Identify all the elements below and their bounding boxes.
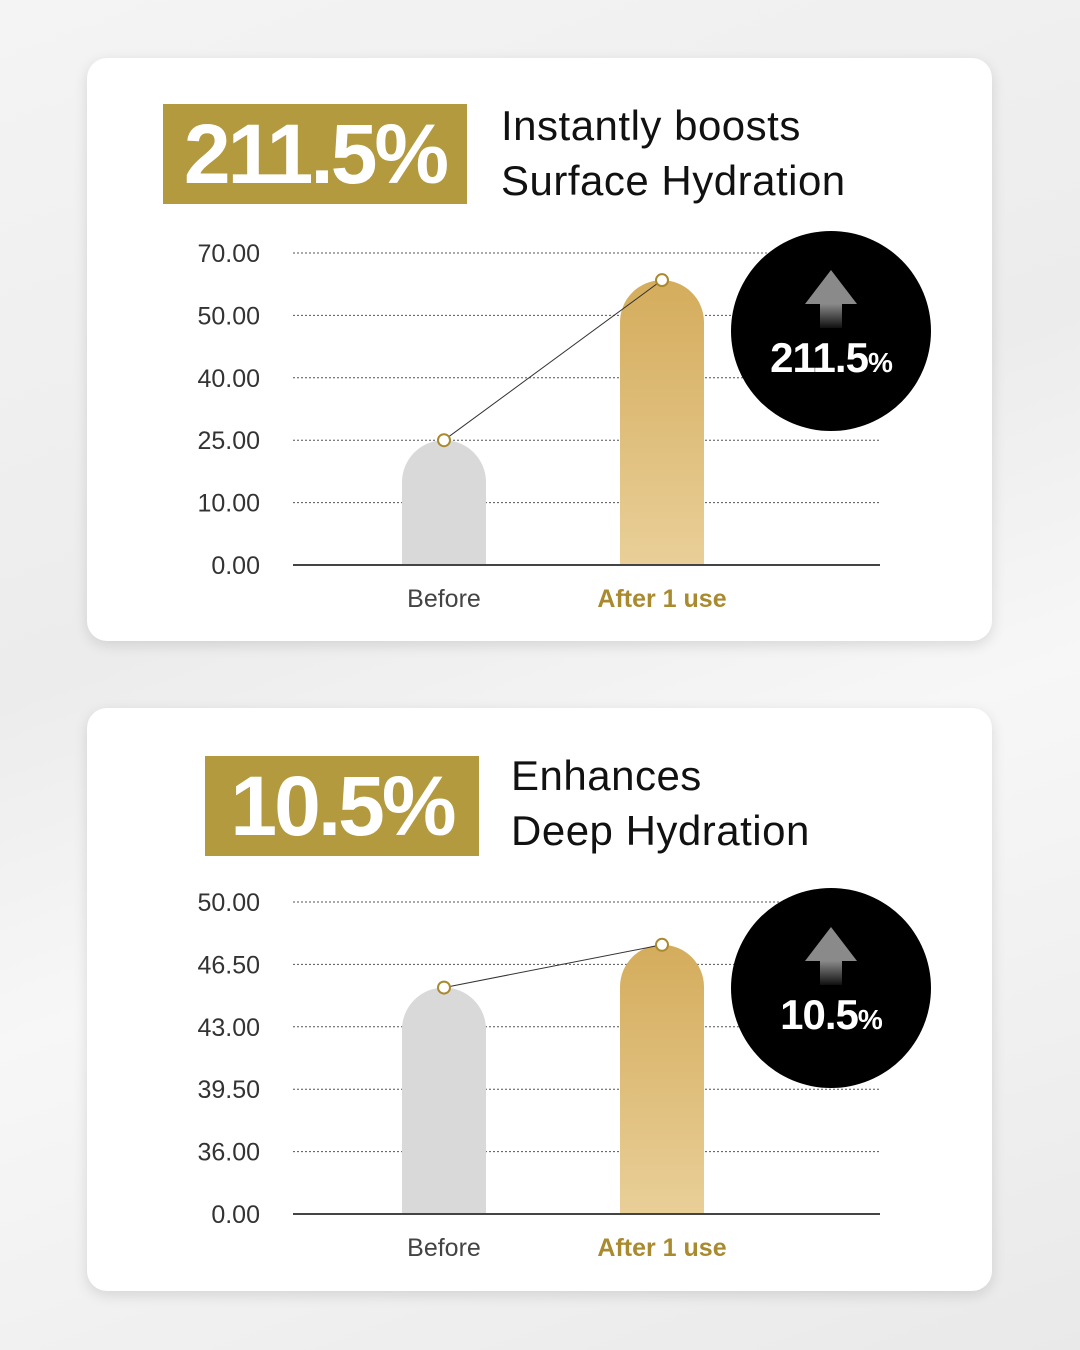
card-title: Instantly boosts Surface Hydration xyxy=(501,98,846,208)
bar-after xyxy=(620,944,704,1214)
callout-unit: % xyxy=(857,1004,883,1035)
deep-hydration-card: 10.5% Enhances Deep Hydration 50.00 46.50… xyxy=(87,708,992,1291)
y-tick-label: 10.00 xyxy=(197,490,260,518)
bar-before xyxy=(402,987,486,1214)
data-point xyxy=(655,273,669,288)
headline-percent-badge: 10.5% xyxy=(205,756,479,856)
callout-value: 10.5 xyxy=(780,991,859,1038)
title-line-1: Enhances xyxy=(511,752,702,799)
y-tick-label: 70.00 xyxy=(197,240,260,268)
x-tick-label: Before xyxy=(407,1234,481,1262)
y-tick-label: 0.00 xyxy=(211,552,260,580)
bar-after xyxy=(620,280,704,565)
data-point xyxy=(655,937,669,952)
data-point xyxy=(437,980,451,995)
card-title: Enhances Deep Hydration xyxy=(511,748,810,858)
y-tick-label: 43.00 xyxy=(197,1014,260,1042)
surface-hydration-card: 211.5% Instantly boosts Surface Hydratio… xyxy=(87,58,992,641)
connecting-line xyxy=(443,279,663,441)
bar-before xyxy=(402,440,486,565)
arrow-up-icon xyxy=(805,270,857,328)
bar-chart: 50.00 46.50 43.00 39.50 36.00 0.00 Before After… xyxy=(197,889,880,1262)
title-line-2: Surface Hydration xyxy=(501,157,846,204)
callout-percent: 10.5% xyxy=(780,991,883,1039)
headline-percent-badge: 211.5% xyxy=(163,104,467,204)
increase-callout: 10.5% xyxy=(731,888,931,1088)
title-line-2: Deep Hydration xyxy=(511,807,810,854)
y-tick-label: 40.00 xyxy=(197,365,260,393)
arrow-up-icon xyxy=(805,927,857,985)
y-tick-label: 46.50 xyxy=(197,951,260,979)
title-line-1: Instantly boosts xyxy=(501,102,801,149)
y-tick-label: 36.00 xyxy=(197,1139,260,1167)
y-tick-label: 39.50 xyxy=(197,1076,260,1104)
callout-percent: 211.5% xyxy=(770,334,893,382)
y-tick-label: 50.00 xyxy=(197,889,260,917)
y-tick-label: 0.00 xyxy=(211,1201,260,1229)
bar-chart: 70.00 50.00 40.00 25.00 10.00 0.00 Before After… xyxy=(197,240,880,613)
x-tick-label: Before xyxy=(407,585,481,613)
x-tick-label: After 1 use xyxy=(597,585,726,613)
callout-value: 211.5 xyxy=(770,334,869,381)
y-tick-label: 25.00 xyxy=(197,427,260,455)
callout-unit: % xyxy=(867,347,893,378)
x-tick-label: After 1 use xyxy=(597,1234,726,1262)
increase-callout: 211.5% xyxy=(731,231,931,431)
y-tick-label: 50.00 xyxy=(197,302,260,330)
data-point xyxy=(437,433,451,448)
connecting-line xyxy=(443,944,663,989)
